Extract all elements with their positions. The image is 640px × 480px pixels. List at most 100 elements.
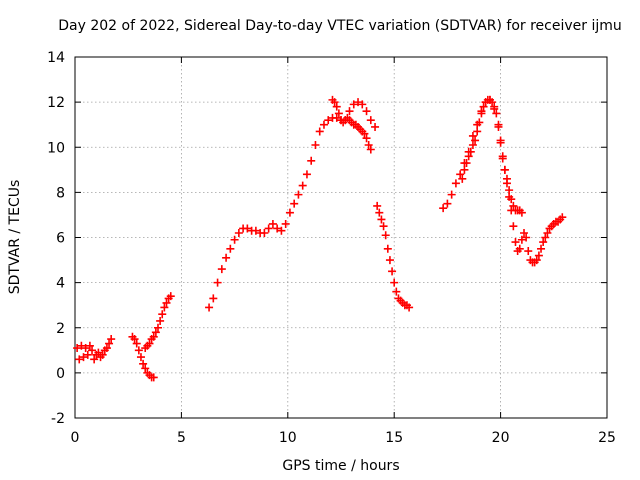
data-point [405, 303, 414, 312]
data-point [537, 244, 546, 253]
data-point [83, 350, 92, 359]
data-point [251, 226, 260, 235]
data-point [88, 346, 97, 355]
data-point [456, 170, 465, 179]
data-point [277, 226, 286, 235]
y-tick-labels: -2 0 2 4 6 8 10 12 14 [47, 50, 65, 427]
data-point [264, 224, 273, 233]
data-point [234, 228, 243, 237]
data-point [520, 228, 529, 237]
y-tick-label: -2 [51, 411, 65, 427]
data-point [107, 335, 116, 344]
data-point [139, 359, 148, 368]
data-point [213, 278, 222, 287]
data-point [524, 247, 533, 256]
data-point [439, 204, 448, 213]
data-point [158, 310, 167, 319]
data-point [515, 244, 524, 253]
data-point [79, 353, 88, 362]
y-tick-label: 14 [47, 50, 65, 66]
data-point [166, 292, 175, 301]
chart-title: Day 202 of 2022, Sidereal Day-to-day VTE… [58, 18, 622, 34]
data-point [162, 298, 171, 307]
data-point [230, 235, 239, 244]
data-point [517, 235, 526, 244]
data-point [90, 355, 99, 364]
data-point [285, 208, 294, 217]
data-point [75, 355, 84, 364]
data-point [319, 120, 328, 129]
data-point [534, 251, 543, 260]
data-point [468, 131, 477, 140]
y-tick-label: 4 [56, 276, 65, 292]
data-point [81, 344, 90, 353]
data-point [477, 109, 486, 118]
data-point [390, 278, 399, 287]
data-point [332, 113, 341, 122]
data-point [226, 244, 235, 253]
data-point [349, 100, 358, 109]
data-point [388, 267, 397, 276]
data-point [447, 190, 456, 199]
data-point [311, 140, 320, 149]
data-point [294, 190, 303, 199]
data-point [541, 233, 550, 242]
data-point [507, 206, 516, 215]
data-point [377, 215, 386, 224]
data-point [345, 107, 354, 116]
data-point [94, 348, 103, 357]
y-tick-label: 10 [47, 140, 65, 156]
y-tick-label: 2 [56, 321, 65, 337]
data-point [273, 224, 282, 233]
data-point [532, 256, 541, 265]
data-point [281, 219, 290, 228]
data-point [209, 294, 218, 303]
data-point [362, 134, 371, 143]
data-point [479, 102, 488, 111]
data-point [315, 127, 324, 136]
y-tick-label: 8 [56, 185, 65, 201]
data-point [298, 181, 307, 190]
data-point [130, 335, 139, 344]
data-point [522, 233, 531, 242]
data-point [371, 122, 380, 131]
data-point [307, 156, 316, 165]
data-point [260, 228, 269, 237]
data-point [383, 244, 392, 253]
data-point [217, 265, 226, 274]
data-point [102, 344, 111, 353]
data-point [471, 136, 480, 145]
data-point [132, 339, 141, 348]
data-point [373, 201, 382, 210]
data-point [151, 328, 160, 337]
data-point [468, 140, 477, 149]
data-point [509, 222, 518, 231]
data-point [268, 219, 277, 228]
y-axis-label: SDTVAR / TECUs [7, 180, 23, 295]
data-point [500, 165, 509, 174]
data-point [558, 213, 567, 222]
x-tick-label: 15 [385, 430, 403, 446]
data-point [385, 256, 394, 265]
data-point [156, 316, 165, 325]
data-point [149, 373, 158, 382]
data-point [366, 145, 375, 154]
data-point [243, 224, 252, 233]
data-point [517, 208, 526, 217]
data-point [366, 116, 375, 125]
y-tick-label: 12 [47, 95, 65, 111]
data-point [334, 109, 343, 118]
data-point [302, 170, 311, 179]
data-point [375, 208, 384, 217]
grid-lines [75, 57, 607, 418]
data-point [332, 102, 341, 111]
data-point [136, 353, 145, 362]
data-point [458, 174, 467, 183]
data-point [360, 129, 369, 138]
data-point [153, 323, 162, 332]
data-point [145, 339, 154, 348]
y-tick-label: 6 [56, 231, 65, 247]
data-point [77, 341, 86, 350]
data-point [205, 303, 214, 312]
data-point [354, 98, 363, 107]
